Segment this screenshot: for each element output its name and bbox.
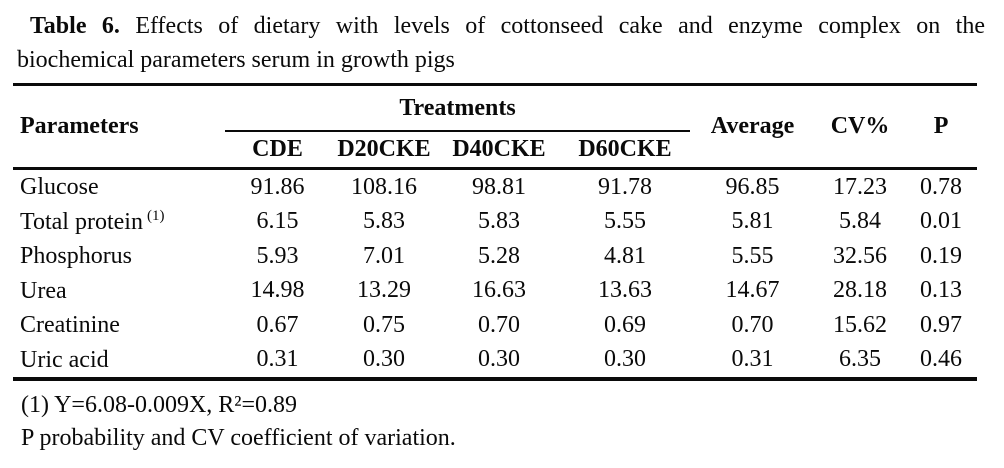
parameter-cell: Phosphorus <box>13 239 225 274</box>
value-cell: 0.30 <box>363 346 405 373</box>
value-cell: 0.13 <box>920 277 963 304</box>
table-row-urea: Urea 14.98 13.29 16.63 13.63 14.67 28.18… <box>13 274 977 309</box>
parameter-label: Urea <box>20 277 67 304</box>
value-cell: 14.98 <box>250 277 305 304</box>
table-row-phosphorus: Phosphorus 5.93 7.01 5.28 4.81 5.55 32.5… <box>13 239 977 274</box>
column-header-d40cke: D40CKE <box>452 136 546 162</box>
value-cell: 5.55 <box>604 208 647 235</box>
column-header-parameters: Parameters <box>20 113 139 139</box>
parameter-cell: Total protein (1) <box>13 205 225 240</box>
parameter-cell: Uric acid <box>13 343 225 380</box>
parameter-label: Phosphorus <box>20 243 133 270</box>
value-cell: 13.63 <box>598 277 653 304</box>
table-footnotes: (1) Y=6.08-0.009X, R²=0.89 P probability… <box>21 389 1004 455</box>
table-row-uric-acid: Uric acid 0.31 0.30 0.30 0.30 0.31 6.35 … <box>13 343 977 380</box>
parameter-label: Total protein <box>20 208 143 235</box>
value-cell: 0.70 <box>478 311 520 338</box>
footnote-abbreviations: P probability and CV coefficient of vari… <box>21 425 456 451</box>
value-cell: 108.16 <box>351 173 417 200</box>
column-header-average: Average <box>710 113 795 139</box>
table-row-creatinine: Creatinine 0.67 0.75 0.70 0.69 0.70 15.6… <box>13 308 977 343</box>
parameter-label: Creatinine <box>20 312 120 339</box>
value-cell: 98.81 <box>472 173 526 200</box>
header-row-top: Parameters Treatments Average CV% P <box>13 84 977 139</box>
column-header-cde: CDE <box>252 136 303 162</box>
value-cell: 5.55 <box>731 242 774 269</box>
value-cell: 7.01 <box>363 242 405 269</box>
value-cell: 28.18 <box>833 277 888 304</box>
parameter-cell: Creatinine <box>13 308 225 343</box>
value-cell: 0.19 <box>920 242 963 269</box>
value-cell: 0.31 <box>731 346 774 373</box>
value-cell: 5.84 <box>839 208 882 235</box>
parameter-label: Uric acid <box>20 346 109 373</box>
value-cell: 91.78 <box>598 173 653 200</box>
table-caption-text: Effects of dietary with levels of cotton… <box>119 13 985 39</box>
footnote-regression: (1) Y=6.08-0.009X, R²=0.89 <box>21 392 298 418</box>
data-table: Parameters Treatments Average CV% P CDE … <box>13 83 978 381</box>
header-row-treatments: CDE D20CKE D40CKE D60CKE <box>13 131 977 169</box>
value-cell: 0.30 <box>604 346 647 373</box>
table-row-glucose: Glucose 91.86 108.16 98.81 91.78 96.85 1… <box>13 169 977 205</box>
value-cell: 5.83 <box>478 208 520 235</box>
column-header-cv: CV% <box>830 113 890 139</box>
table-caption-line1: Table 6. Effects of dietary with levels … <box>17 9 985 44</box>
value-cell: 0.31 <box>256 346 299 373</box>
value-cell: 5.28 <box>478 242 520 269</box>
value-cell: 0.75 <box>363 311 405 338</box>
column-header-d20cke: D20CKE <box>337 136 431 162</box>
table-caption: Table 6. Effects of dietary with levels … <box>17 9 985 77</box>
value-cell: 5.81 <box>731 208 774 235</box>
parameter-cell: Urea <box>13 274 225 309</box>
value-cell: 0.70 <box>731 311 774 338</box>
value-cell: 0.67 <box>256 311 299 338</box>
value-cell: 0.46 <box>920 346 963 373</box>
value-cell: 6.15 <box>256 208 299 235</box>
table-caption-line2: biochemical parameters serum in growth p… <box>17 47 455 73</box>
value-cell: 91.86 <box>250 173 305 200</box>
parameter-superscript: (1) <box>146 207 165 224</box>
value-cell: 5.93 <box>256 242 299 269</box>
table-header: Parameters Treatments Average CV% P CDE … <box>13 84 978 169</box>
value-cell: 32.56 <box>833 242 888 269</box>
value-cell: 0.97 <box>920 311 963 338</box>
parameter-label: Glucose <box>20 174 99 201</box>
column-group-header-treatments: Treatments <box>225 84 691 132</box>
column-header-d60cke: D60CKE <box>578 136 672 162</box>
table-row-total-protein: Total protein (1) 6.15 5.83 5.83 5.55 5.8… <box>13 205 977 240</box>
table-body: Glucose 91.86 108.16 98.81 91.78 96.85 1… <box>13 169 978 380</box>
value-cell: 0.78 <box>920 173 963 200</box>
table-number: Table 6. <box>30 13 120 39</box>
value-cell: 6.35 <box>839 346 882 373</box>
value-cell: 17.23 <box>833 173 888 200</box>
paper-table-page: Table 6. Effects of dietary with levels … <box>0 9 1004 468</box>
value-cell: 0.69 <box>604 311 647 338</box>
column-header-p: P <box>933 113 949 139</box>
parameter-cell: Glucose <box>13 169 225 205</box>
value-cell: 14.67 <box>725 277 780 304</box>
value-cell: 0.30 <box>478 346 520 373</box>
value-cell: 16.63 <box>472 277 526 304</box>
value-cell: 96.85 <box>725 173 780 200</box>
value-cell: 5.83 <box>363 208 405 235</box>
value-cell: 13.29 <box>357 277 411 304</box>
value-cell: 0.01 <box>920 208 963 235</box>
value-cell: 4.81 <box>604 242 647 269</box>
value-cell: 15.62 <box>833 311 888 338</box>
